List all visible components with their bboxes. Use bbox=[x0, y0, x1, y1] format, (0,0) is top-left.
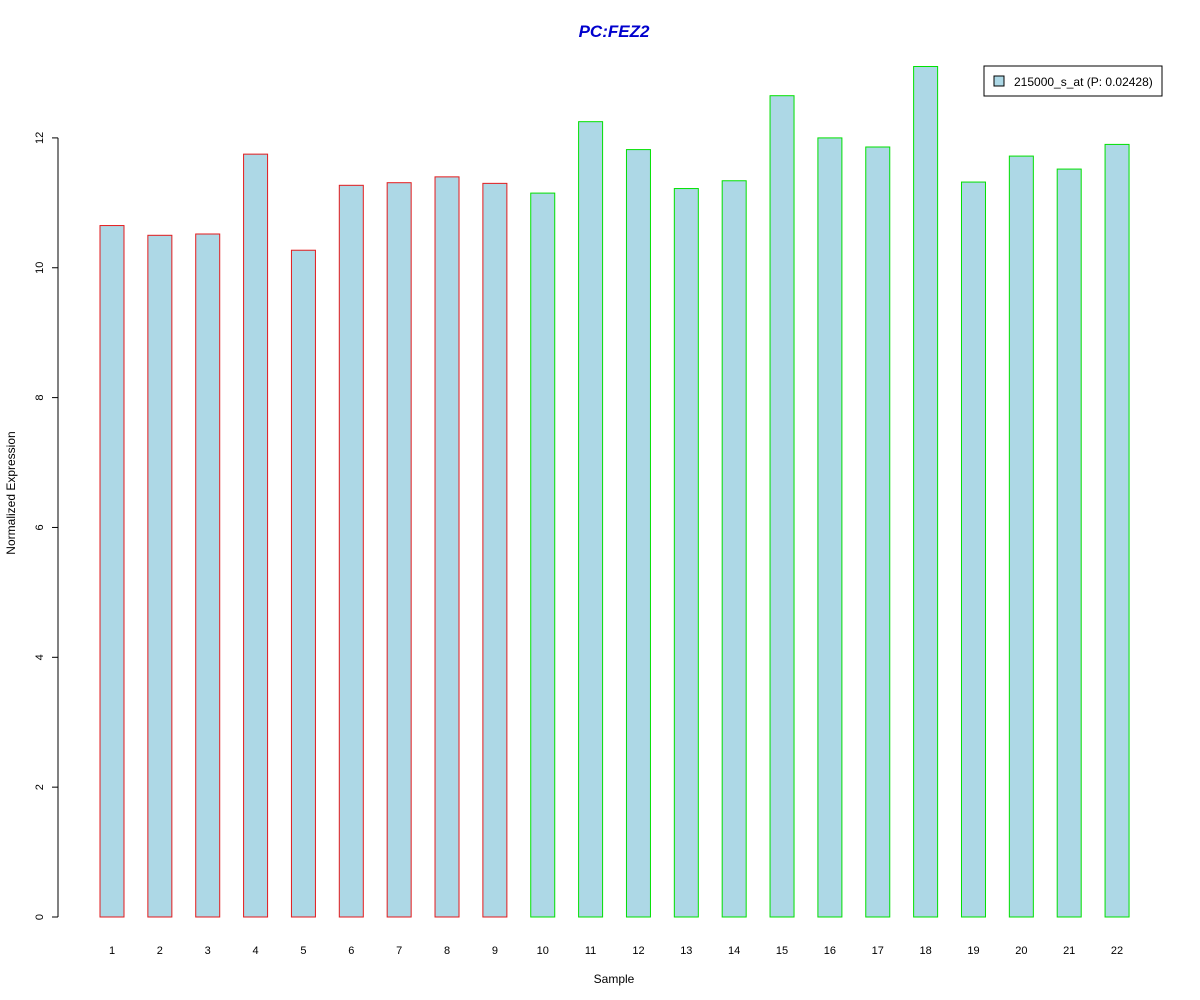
y-tick-label: 12 bbox=[34, 132, 46, 144]
x-tick-label: 10 bbox=[537, 945, 549, 957]
x-tick-label: 5 bbox=[300, 945, 306, 957]
bar-sample-4 bbox=[243, 153, 269, 918]
x-tick-label: 20 bbox=[1015, 945, 1027, 957]
bar-sample-16 bbox=[817, 137, 843, 918]
bar-sample-13 bbox=[673, 188, 699, 918]
bar-sample-11 bbox=[578, 121, 604, 918]
x-tick-label: 1 bbox=[109, 945, 115, 957]
x-tick-label: 2 bbox=[157, 945, 163, 957]
bar-sample-8 bbox=[434, 176, 460, 918]
x-tick-label: 19 bbox=[967, 945, 979, 957]
x-tick-label: 3 bbox=[205, 945, 211, 957]
bar-sample-1 bbox=[99, 225, 125, 918]
legend-label: 215000_s_at (P: 0.02428) bbox=[1014, 75, 1153, 89]
bar-sample-21 bbox=[1056, 168, 1082, 918]
x-axis-label: Sample bbox=[594, 972, 635, 986]
x-tick-label: 14 bbox=[728, 945, 740, 957]
x-tick-label: 21 bbox=[1063, 945, 1075, 957]
x-tick-label: 9 bbox=[492, 945, 498, 957]
bars bbox=[99, 65, 1130, 918]
bar-sample-18 bbox=[913, 65, 939, 918]
bar-sample-22 bbox=[1104, 143, 1130, 918]
bar-sample-12 bbox=[625, 149, 651, 918]
bar-sample-2 bbox=[147, 234, 173, 918]
y-tick-label: 0 bbox=[34, 914, 46, 920]
bar-sample-14 bbox=[721, 180, 747, 918]
x-tick-label: 4 bbox=[253, 945, 259, 957]
y-tick-label: 8 bbox=[34, 395, 46, 401]
y-tick-label: 4 bbox=[34, 654, 46, 660]
x-tick-label: 7 bbox=[396, 945, 402, 957]
y-tick-label: 2 bbox=[34, 784, 46, 790]
bar-sample-9 bbox=[482, 182, 508, 918]
y-tick-label: 6 bbox=[34, 524, 46, 530]
bar-sample-17 bbox=[865, 146, 891, 918]
x-tick-label: 22 bbox=[1111, 945, 1123, 957]
legend-box bbox=[983, 65, 1163, 97]
x-axis-tick-labels: 1 2 3 4 5 6 7 8 9 10 11 12 13 14 15 16 17 18 19 20 21 22 bbox=[109, 945, 1123, 957]
y-tick-label: 10 bbox=[34, 262, 46, 274]
x-tick-label: 17 bbox=[872, 945, 884, 957]
x-tick-label: 18 bbox=[919, 945, 931, 957]
bar-sample-10 bbox=[530, 192, 556, 918]
x-tick-label: 11 bbox=[585, 945, 596, 957]
y-axis-label: Normalized Expression bbox=[4, 431, 18, 554]
bar-sample-7 bbox=[386, 182, 412, 918]
bar-sample-19 bbox=[960, 181, 986, 918]
chart-title: PC:FEZ2 bbox=[579, 22, 650, 41]
y-axis: 0 2 4 6 8 10 12 bbox=[34, 132, 59, 920]
x-tick-label: 6 bbox=[348, 945, 354, 957]
legend: 215000_s_at (P: 0.02428) bbox=[983, 65, 1163, 97]
x-tick-label: 13 bbox=[680, 945, 692, 957]
legend-swatch bbox=[993, 75, 1005, 87]
bar-sample-3 bbox=[195, 233, 221, 918]
x-tick-label: 16 bbox=[824, 945, 836, 957]
x-tick-label: 12 bbox=[632, 945, 644, 957]
x-tick-label: 8 bbox=[444, 945, 450, 957]
bar-sample-20 bbox=[1008, 155, 1034, 918]
bar-sample-6 bbox=[338, 184, 364, 918]
bar-sample-15 bbox=[769, 95, 795, 918]
x-tick-label: 15 bbox=[776, 945, 788, 957]
bar-sample-5 bbox=[290, 249, 316, 918]
